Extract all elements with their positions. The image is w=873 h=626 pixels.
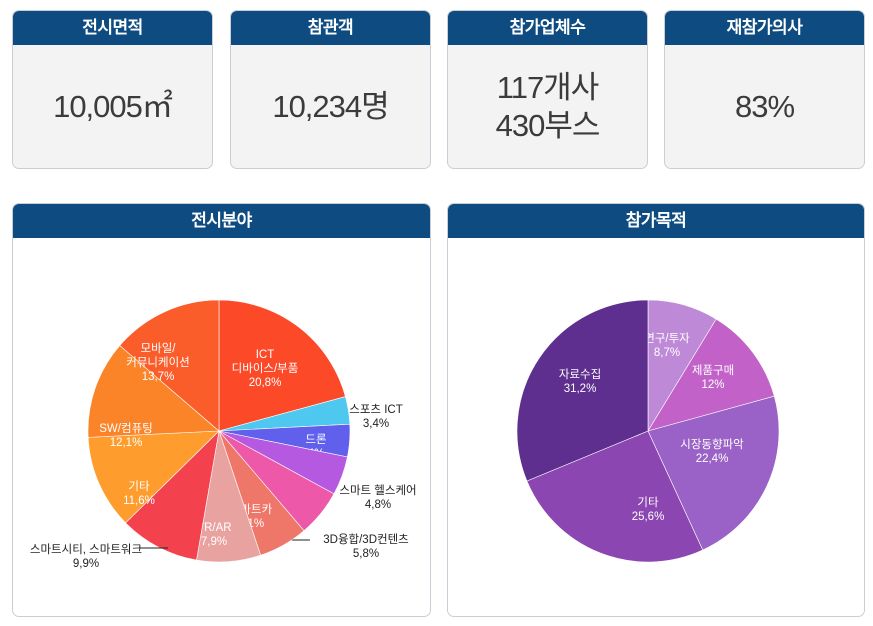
stat-value-line: 117개사 [496, 70, 599, 106]
stat-value: 10,234명 [272, 88, 389, 124]
stat-card-visitors: 참관객 10,234명 [230, 10, 431, 169]
slice-label: 3D융합/3D컨텐츠 5,8% [323, 533, 409, 560]
stat-value: 117개사 430부스 [448, 45, 647, 168]
slice-label: 스마트 헬스케어 4,8% [339, 484, 416, 511]
stat-value-line: 430부스 [495, 107, 601, 143]
stat-value: 10,005㎡ [53, 88, 173, 124]
slice-label: ICT 디바이스/부품 20,8% [232, 349, 299, 389]
slice-label: SW/컴퓨팅 12,1% [99, 422, 152, 449]
stat-card-return: 재참가의사 83% [664, 10, 865, 169]
stat-title: 전시면적 [13, 11, 212, 45]
stat-card-area: 전시면적 10,005㎡ [12, 10, 213, 169]
slice-label: 시장동향파악 22,4% [680, 438, 744, 465]
pie-slice [119, 299, 220, 432]
chart-title: 전시분야 [13, 204, 430, 238]
stat-value: 83% [734, 88, 795, 124]
pie-slice [87, 430, 220, 524]
slice-label: 스마트시티, 스마트워크 9,9% [30, 543, 142, 570]
slice-label: 연구/투자 8,7% [644, 332, 690, 359]
slice-label: 스포츠 ICT 3,4% [349, 403, 402, 430]
slice-label: 제품구매 12% [692, 364, 734, 391]
stat-title: 참관객 [231, 11, 430, 45]
slice-label: VR/AR 7,9% [196, 522, 231, 548]
stat-title: 참가업체수 [448, 11, 647, 45]
pie-slice [125, 430, 220, 561]
pie-slice [87, 345, 220, 438]
pie-slice [647, 318, 775, 432]
stat-card-exhibitors: 참가업체수 117개사 430부스 [447, 10, 648, 169]
pie-slice [516, 299, 649, 482]
stat-title: 재참가의사 [665, 11, 864, 45]
pie-slice [218, 299, 346, 432]
slice-label: 모바일/커뮤니케이션 13,7% [126, 341, 189, 383]
slice-label: 기타 11,6% [123, 480, 155, 507]
slice-label: 기타 25,6% [632, 496, 665, 523]
chart-title: 참가목적 [448, 204, 864, 238]
pie-slice [526, 430, 704, 563]
pie-slice [647, 395, 780, 551]
slice-label: 자료수집 31,2% [559, 368, 601, 395]
